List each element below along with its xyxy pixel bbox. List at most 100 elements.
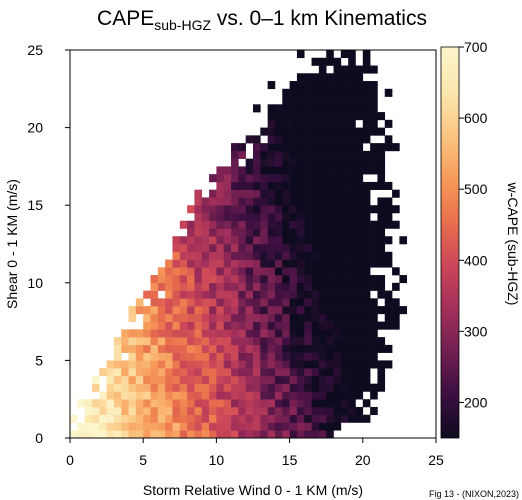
- heatmap-cell: [296, 104, 305, 113]
- heatmap-cell: [231, 306, 239, 315]
- heatmap-cell: [384, 236, 393, 245]
- heatmap-cell: [362, 119, 371, 128]
- heatmap-cell: [384, 313, 393, 322]
- heatmap-cell: [274, 275, 283, 284]
- heatmap-cell: [326, 360, 334, 369]
- heatmap-cell: [253, 104, 261, 113]
- heatmap-cell: [296, 174, 305, 183]
- heatmap-cell: [311, 96, 320, 105]
- heatmap-cell: [274, 430, 283, 439]
- heatmap-cell: [282, 158, 290, 167]
- heatmap-cell: [223, 166, 232, 175]
- heatmap-cell: [311, 267, 320, 276]
- heatmap-cell: [274, 212, 283, 222]
- heatmap-cell: [355, 406, 364, 416]
- heatmap-cell: [150, 275, 159, 284]
- heatmap-cell: [296, 368, 305, 377]
- heatmap-cell: [318, 73, 327, 82]
- heatmap-cell: [399, 236, 408, 245]
- heatmap-cell: [340, 150, 349, 159]
- heatmap-cell: [238, 282, 246, 291]
- heatmap-cell: [289, 306, 298, 315]
- heatmap-cell: [274, 104, 283, 113]
- heatmap-cell: [253, 267, 261, 276]
- x-axis-label: Storm Relative Wind 0 - 1 KM (m/s): [143, 482, 363, 498]
- heatmap-cell: [304, 290, 312, 299]
- heatmap-cell: [362, 313, 371, 322]
- heatmap-cell: [253, 360, 261, 369]
- heatmap-cell: [318, 189, 327, 198]
- heatmap-cell: [289, 352, 298, 361]
- heatmap-cell: [384, 197, 393, 206]
- heatmap-cell: [392, 306, 400, 315]
- heatmap-cell: [304, 205, 312, 214]
- heatmap-cell: [194, 244, 203, 253]
- heatmap-cell: [377, 375, 386, 384]
- heatmap-cell: [333, 275, 342, 284]
- y-axis: 0 5 10 15 20 25: [27, 42, 70, 446]
- heatmap-cell: [296, 236, 305, 245]
- heatmap-cell: [333, 329, 342, 338]
- heatmap-cell: [245, 220, 254, 229]
- heatmap-cell: [304, 313, 312, 322]
- heatmap-cell: [245, 275, 254, 284]
- heatmap-cell: [384, 205, 393, 214]
- heatmap-cell: [157, 422, 166, 431]
- heatmap-cell: [282, 391, 290, 400]
- heatmap-cell: [91, 430, 100, 439]
- heatmap-cell: [355, 414, 364, 423]
- heatmap-cell: [311, 290, 320, 299]
- heatmap-cell: [362, 282, 371, 291]
- heatmap-cell: [362, 275, 371, 284]
- heatmap-cell: [326, 391, 334, 400]
- heatmap-cell: [384, 360, 393, 369]
- heatmap-cell: [187, 352, 195, 361]
- heatmap-cell: [282, 236, 290, 245]
- heatmap-cell: [253, 150, 261, 159]
- heatmap-cell: [318, 205, 327, 214]
- heatmap-cell: [223, 251, 232, 260]
- heatmap-cell: [326, 321, 334, 330]
- heatmap-cell: [172, 236, 181, 245]
- heatmap-cell: [326, 158, 334, 167]
- heatmap-cell: [296, 275, 305, 284]
- heatmap-cell: [260, 414, 268, 423]
- heatmap-cell: [260, 368, 268, 377]
- heatmap-cell: [165, 391, 173, 400]
- heatmap-cell: [267, 119, 276, 128]
- heatmap-cell: [121, 337, 129, 346]
- heatmap-cell: [91, 383, 100, 392]
- heatmap-cell: [340, 228, 349, 237]
- heatmap-cell: [84, 399, 93, 408]
- heatmap-cell: [187, 422, 195, 431]
- heatmap-cell: [311, 150, 320, 159]
- heatmap-cell: [245, 298, 254, 307]
- heatmap-cell: [340, 383, 349, 392]
- heatmap-cell: [194, 368, 203, 377]
- heatmap-cell: [113, 344, 122, 353]
- heatmap-cell: [274, 360, 283, 369]
- heatmap-cell: [260, 244, 268, 253]
- heatmap-cell: [296, 352, 305, 361]
- heatmap-cell: [377, 228, 386, 237]
- heatmap-cell: [179, 236, 188, 245]
- heatmap-cell: [128, 337, 137, 346]
- heatmap-cell: [121, 399, 129, 408]
- heatmap-cell: [231, 158, 239, 167]
- heatmap-cell: [223, 352, 232, 361]
- heatmap-cell: [282, 251, 290, 260]
- heatmap-cell: [318, 119, 327, 128]
- heatmap-cell: [194, 383, 203, 392]
- heatmap-cell: [340, 306, 349, 315]
- heatmap-cell: [362, 127, 371, 136]
- heatmap-cell: [377, 127, 386, 136]
- heatmap-cell: [318, 383, 327, 392]
- heatmap-cell: [355, 104, 364, 113]
- y-tick-label: 10: [27, 275, 43, 291]
- heatmap-cell: [143, 344, 151, 353]
- heatmap-cell: [245, 174, 254, 183]
- heatmap-cell: [311, 143, 320, 152]
- heatmap-cell: [304, 406, 312, 416]
- heatmap-cell: [91, 399, 100, 408]
- heatmap-cell: [370, 143, 378, 152]
